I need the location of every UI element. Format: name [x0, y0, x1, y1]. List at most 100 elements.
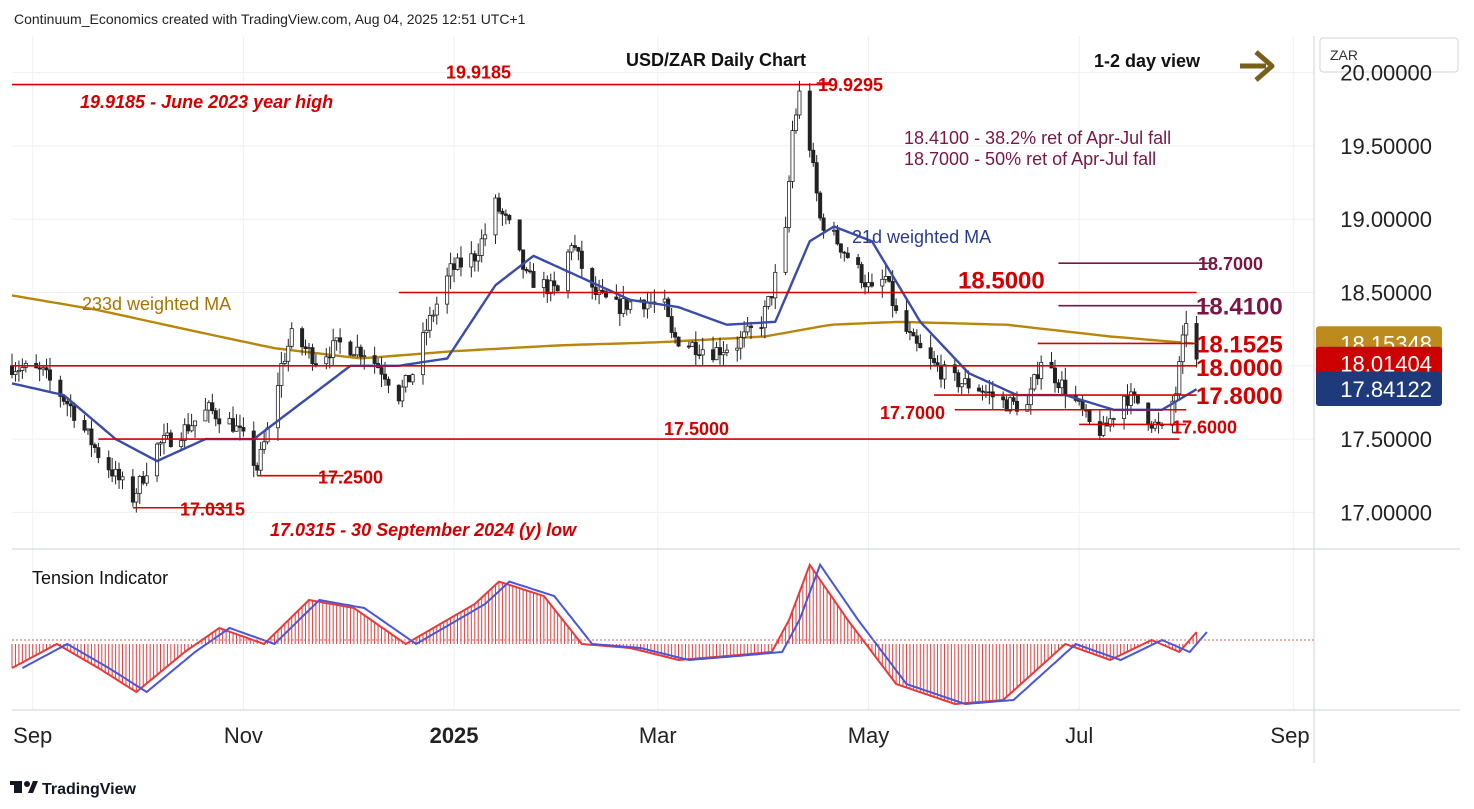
- candle-body: [279, 363, 284, 386]
- candle-body: [890, 280, 895, 307]
- candle-body: [165, 432, 170, 436]
- candle-body: [289, 328, 294, 347]
- candle-body: [693, 341, 698, 356]
- level-label: 17.7000: [880, 403, 945, 423]
- annotation-382-ret: 18.4100 - 38.2% ret of Apr-Jul fall: [904, 128, 1171, 148]
- level-label: 17.6000: [1172, 417, 1237, 437]
- candle-body: [866, 282, 871, 288]
- level-label: 18.7000: [1198, 254, 1263, 274]
- ma233-label: 233d weighted MA: [82, 294, 231, 314]
- candle-body: [787, 181, 792, 228]
- candle-body: [106, 457, 111, 471]
- candle-body: [303, 346, 308, 350]
- candle-body: [141, 476, 146, 484]
- candle-body: [117, 468, 122, 481]
- candle-body: [476, 255, 481, 262]
- candle-body: [617, 298, 622, 314]
- candle-body: [831, 229, 836, 232]
- candle-body: [110, 469, 115, 477]
- candle-body: [130, 476, 135, 503]
- candle-body: [838, 243, 843, 253]
- candle-body: [1039, 361, 1044, 380]
- ma233-line: [11, 294, 1194, 360]
- candle-body: [545, 279, 550, 294]
- candle-body: [472, 253, 477, 262]
- candle-body: [68, 403, 73, 407]
- candle-body: [1028, 388, 1033, 406]
- candle-body: [894, 305, 899, 311]
- candle-body: [904, 310, 909, 332]
- candle-body: [1170, 400, 1175, 426]
- candle-body: [524, 268, 529, 272]
- candle-body: [1059, 379, 1064, 389]
- candle-body: [234, 425, 239, 432]
- candle-body: [859, 264, 864, 284]
- candle-body: [113, 468, 118, 477]
- candle-body: [179, 440, 184, 448]
- candle-body: [724, 349, 729, 353]
- x-tick-label: Nov: [224, 723, 263, 748]
- candle-body: [863, 282, 868, 288]
- x-tick-label: 2025: [430, 723, 479, 748]
- candle-body: [624, 298, 629, 310]
- candle-body: [666, 298, 671, 317]
- candle-body: [203, 409, 208, 422]
- candle-body: [331, 340, 336, 358]
- level-label: 18.5000: [958, 268, 1045, 295]
- candle-body: [372, 355, 377, 364]
- candle-body: [880, 278, 885, 287]
- candle-body: [811, 149, 816, 164]
- price-candles: [9, 80, 1199, 513]
- y-tick-label: 17.00000: [1340, 500, 1432, 525]
- candle-body: [507, 214, 512, 221]
- candle-body: [911, 332, 916, 337]
- candle-body: [503, 213, 508, 216]
- candle-body: [47, 369, 52, 381]
- candle-body: [987, 391, 992, 394]
- x-tick-label: Sep: [1270, 723, 1309, 748]
- candle-body: [1146, 402, 1151, 425]
- annotation-june-high: 19.9185 - June 2023 year high: [80, 92, 333, 112]
- ma21-label: 21d weighted MA: [852, 227, 991, 247]
- level-label: 17.2500: [318, 468, 383, 488]
- candle-body: [717, 347, 722, 356]
- candle-body: [914, 335, 919, 344]
- candle-body: [807, 90, 812, 151]
- candle-body: [939, 365, 944, 380]
- candle-body: [814, 162, 819, 194]
- y-tick-label: 17.50000: [1340, 427, 1432, 452]
- candle-body: [89, 428, 94, 446]
- tension-slow-line: [21, 562, 1208, 706]
- candle-body: [334, 337, 339, 342]
- candle-body: [1052, 367, 1057, 384]
- level-label: 19.9295: [818, 75, 883, 95]
- candle-body: [420, 332, 425, 376]
- candle-body: [793, 114, 798, 131]
- candle-body: [714, 347, 719, 361]
- candle-body: [676, 336, 681, 347]
- level-label: 18.1525: [1196, 331, 1283, 358]
- candle-body: [237, 425, 242, 428]
- candle-body: [424, 329, 429, 334]
- candle-body: [1108, 418, 1113, 427]
- currency-box[interactable]: [1319, 37, 1459, 73]
- candle-body: [797, 90, 802, 116]
- candle-body: [604, 291, 609, 298]
- candle-body: [493, 197, 498, 236]
- candle-body: [258, 448, 263, 471]
- chart-title: USD/ZAR Daily Chart: [626, 50, 806, 70]
- y-axis: 20.00000 19.50000 19.00000 18.50000 17.50000…: [1340, 61, 1432, 526]
- candle-body: [628, 301, 633, 310]
- candle-body: [711, 349, 716, 361]
- candle-body: [275, 385, 280, 429]
- candle-body: [41, 367, 46, 370]
- candle-body: [766, 296, 771, 307]
- candle-body: [379, 367, 384, 375]
- candle-body: [735, 347, 740, 351]
- candle-body: [721, 352, 726, 356]
- candle-body: [72, 405, 77, 421]
- candle-body: [821, 217, 826, 231]
- candle-body: [479, 238, 484, 256]
- candle-body: [386, 378, 391, 386]
